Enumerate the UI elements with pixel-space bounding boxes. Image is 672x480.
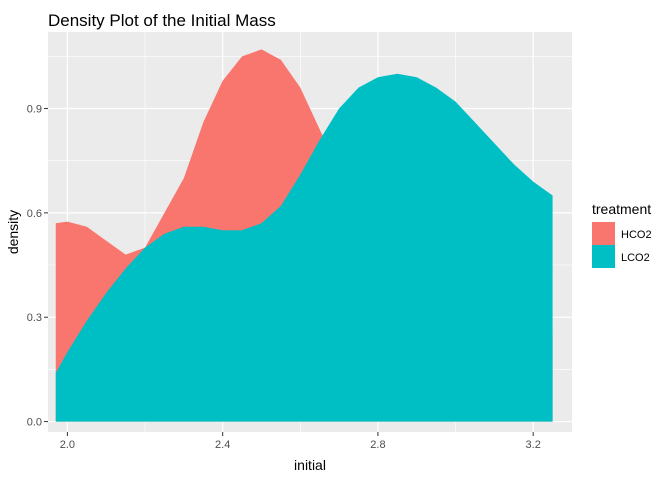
y-axis-title: density bbox=[5, 210, 21, 254]
x-axis-ticks: 2.0 2.4 2.8 3.2 bbox=[60, 432, 541, 451]
x-tick-label: 2.0 bbox=[60, 439, 75, 451]
x-tick-label: 2.4 bbox=[215, 439, 230, 451]
y-axis-ticks: 0.0 0.3 0.6 0.9 bbox=[27, 104, 48, 429]
density-areas bbox=[55, 49, 553, 422]
y-tick-label: 0.6 bbox=[27, 208, 42, 220]
chart-title: Density Plot of the Initial Mass bbox=[48, 11, 276, 30]
y-tick-label: 0.3 bbox=[27, 312, 42, 324]
legend-title: treatment bbox=[592, 201, 651, 217]
y-tick-label: 0.0 bbox=[27, 417, 42, 429]
x-axis-title: initial bbox=[294, 457, 326, 473]
x-tick-label: 3.2 bbox=[526, 439, 541, 451]
density-area-lco2 bbox=[55, 73, 553, 422]
legend-label-hco2: HCO2 bbox=[621, 229, 652, 241]
legend-key-hco2 bbox=[592, 222, 615, 245]
legend: treatment HCO2 LCO2 bbox=[592, 201, 652, 268]
y-tick-label: 0.9 bbox=[27, 104, 42, 116]
legend-key-lco2 bbox=[592, 245, 615, 268]
x-tick-label: 2.8 bbox=[370, 439, 385, 451]
legend-label-lco2: LCO2 bbox=[621, 252, 650, 264]
